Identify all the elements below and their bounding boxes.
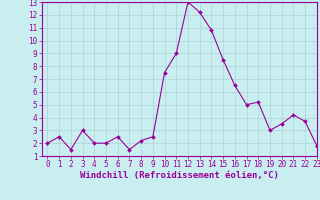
X-axis label: Windchill (Refroidissement éolien,°C): Windchill (Refroidissement éolien,°C) bbox=[80, 171, 279, 180]
